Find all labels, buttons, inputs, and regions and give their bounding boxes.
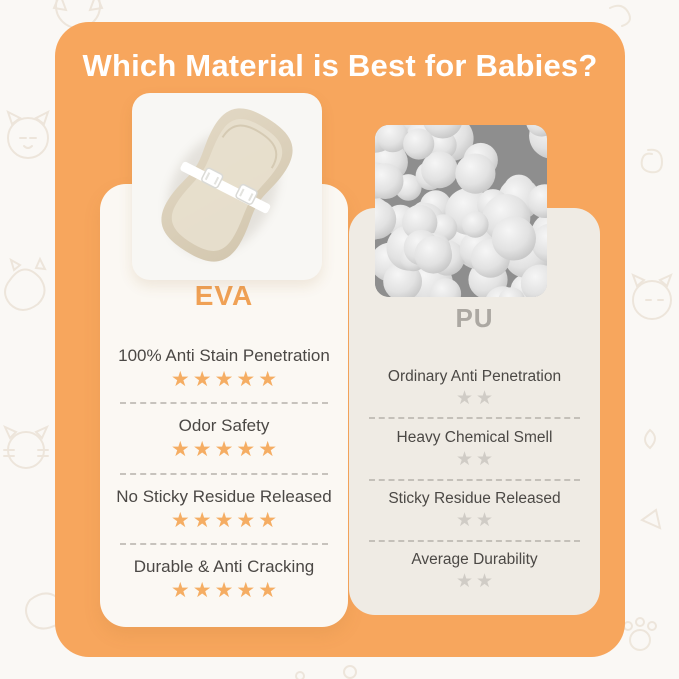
orange-panel: Which Material is Best for Babies? EVA 1… bbox=[55, 22, 625, 657]
comparison-row: Ordinary Anti Penetration ★★ bbox=[355, 358, 594, 417]
star-rating: ★★★★★ bbox=[170, 577, 281, 602]
star-rating: ★★ bbox=[455, 447, 497, 470]
comparison-row: Durable & Anti Cracking ★★★★★ bbox=[106, 545, 342, 613]
comparison-row: Odor Safety ★★★★★ bbox=[106, 404, 342, 472]
feature-label: Sticky Residue Released bbox=[388, 490, 561, 508]
comparison-row: 100% Anti Stain Penetration ★★★★★ bbox=[106, 334, 342, 402]
page-title: Which Material is Best for Babies? bbox=[82, 48, 598, 83]
comparison-row: No Sticky Residue Released ★★★★★ bbox=[106, 475, 342, 543]
star-rating: ★★★★★ bbox=[170, 507, 281, 532]
dashed-divider bbox=[120, 402, 328, 405]
feature-label: 100% Anti Stain Penetration bbox=[118, 346, 330, 366]
eva-feature-list: 100% Anti Stain Penetration ★★★★★ Odor S… bbox=[100, 334, 348, 613]
pu-feature-list: Ordinary Anti Penetration ★★ Heavy Chemi… bbox=[349, 358, 600, 601]
pu-foam-balls-photo bbox=[375, 125, 547, 297]
pu-card-title: PU bbox=[455, 303, 494, 333]
star-rating: ★★ bbox=[455, 386, 497, 409]
dashed-divider bbox=[120, 472, 328, 475]
feature-label: Heavy Chemical Smell bbox=[396, 428, 553, 446]
star-rating: ★★ bbox=[455, 570, 497, 593]
feature-label: Durable & Anti Cracking bbox=[133, 556, 315, 576]
feature-label: Odor Safety bbox=[178, 416, 270, 436]
eva-card-title: EVA bbox=[194, 280, 254, 311]
feature-label: Ordinary Anti Penetration bbox=[387, 367, 562, 385]
star-rating: ★★ bbox=[455, 509, 497, 532]
feature-label: Average Durability bbox=[411, 551, 538, 569]
eva-changing-pad-photo bbox=[132, 93, 322, 280]
comparison-row: Average Durability ★★ bbox=[355, 542, 594, 601]
star-rating: ★★★★★ bbox=[170, 437, 281, 462]
dashed-divider bbox=[369, 417, 580, 420]
dashed-divider bbox=[369, 539, 580, 542]
feature-label: No Sticky Residue Released bbox=[116, 486, 332, 506]
dashed-divider bbox=[369, 478, 580, 481]
star-rating: ★★★★★ bbox=[170, 367, 281, 392]
comparison-row: Sticky Residue Released ★★ bbox=[355, 481, 594, 540]
dashed-divider bbox=[120, 542, 328, 545]
comparison-row: Heavy Chemical Smell ★★ bbox=[355, 419, 594, 478]
